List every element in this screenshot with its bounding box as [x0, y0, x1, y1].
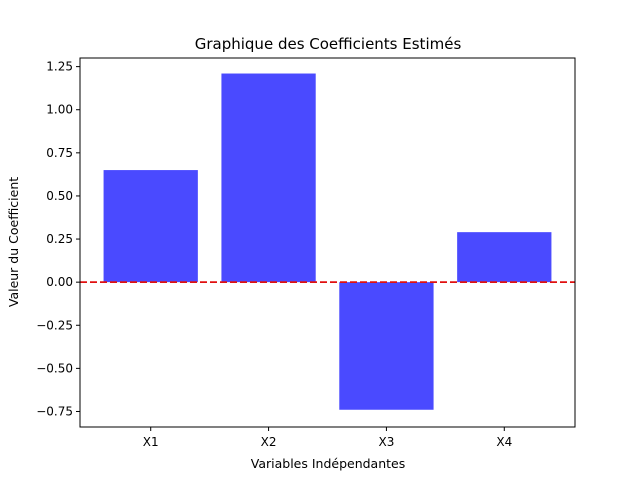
- y-tick-label: 1.25: [46, 60, 73, 74]
- x-tick-label: X1: [143, 435, 159, 449]
- bar-x1: [103, 170, 198, 283]
- y-axis-label: Valeur du Coefficient: [6, 177, 21, 307]
- x-tick-label: X4: [496, 435, 512, 449]
- x-tick-label: X3: [378, 435, 394, 449]
- y-tick-label: 1.00: [46, 103, 73, 117]
- bar-x4: [457, 232, 552, 283]
- y-tick-label: 0.25: [46, 232, 73, 246]
- axes-frame: [79, 57, 576, 428]
- y-tick-label: −0.50: [36, 361, 73, 375]
- x-tick-label: X2: [261, 435, 277, 449]
- x-axis-label: Variables Indépendantes: [251, 456, 406, 471]
- chart-title: Graphique des Coefficients Estimés: [195, 35, 462, 53]
- plot-area: −0.75 −0.50 −0.25 0.00 0.25 0.50 0.75 1.00 1.25 X…: [36, 57, 576, 449]
- y-tick-label: 0.00: [46, 275, 73, 289]
- y-tick-label: −0.75: [36, 404, 73, 418]
- bar-x3: [339, 282, 434, 410]
- y-tick-label: 0.75: [46, 146, 73, 160]
- y-tick-label: 0.50: [46, 189, 73, 203]
- y-tick-label: −0.25: [36, 318, 73, 332]
- bar-x2: [221, 73, 316, 283]
